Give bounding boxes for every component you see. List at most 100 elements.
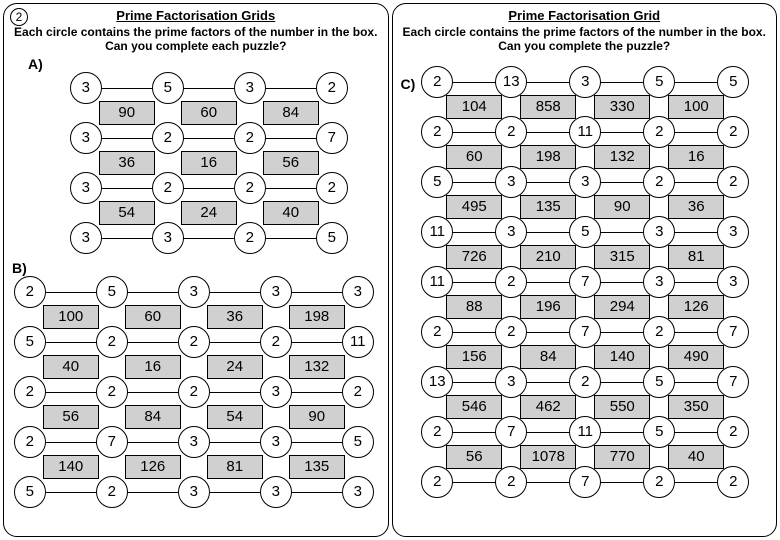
left-title: Prime Factorisation Grids [10,8,382,23]
factor-circle: 11 [342,326,374,358]
product-box: 135 [520,195,576,219]
product-box: 16 [125,355,181,379]
factor-circle: 3 [260,476,292,508]
product-box: 36 [207,305,263,329]
product-box: 140 [43,455,99,479]
product-box: 81 [207,455,263,479]
factor-circle: 7 [96,426,128,458]
factor-circle: 7 [717,316,749,348]
product-box: 84 [263,101,319,125]
factor-circle: 5 [316,222,348,254]
factor-circle: 3 [569,66,601,98]
product-box: 16 [668,145,724,169]
product-box: 1078 [520,445,576,469]
product-box: 156 [446,345,502,369]
factor-circle: 3 [717,266,749,298]
factor-circle: 2 [717,116,749,148]
factor-circle: 2 [96,476,128,508]
product-box: 315 [594,245,650,269]
product-box: 60 [181,101,237,125]
factor-circle: 2 [717,416,749,448]
factor-circle: 3 [70,222,102,254]
factor-circle: 2 [96,326,128,358]
product-box: 54 [207,405,263,429]
product-box: 24 [207,355,263,379]
product-box: 90 [594,195,650,219]
product-box: 550 [594,395,650,419]
product-box: 495 [446,195,502,219]
product-box: 196 [520,295,576,319]
left-subtitle1: Each circle contains the prime factors o… [10,25,382,39]
factor-circle: 5 [643,366,675,398]
factor-circle: 2 [14,376,46,408]
label-c: C) [401,76,416,92]
factor-circle: 2 [14,276,46,308]
factor-circle: 3 [495,166,527,198]
factor-circle: 2 [495,316,527,348]
factor-circle: 3 [70,72,102,104]
product-box: 88 [446,295,502,319]
factor-circle: 3 [178,426,210,458]
product-box: 104 [446,95,502,119]
factor-circle: 2 [495,466,527,498]
factor-circle: 3 [178,276,210,308]
factor-circle: 7 [717,366,749,398]
factor-circle: 5 [152,72,184,104]
factor-circle: 2 [234,122,266,154]
factor-circle: 11 [569,416,601,448]
product-box: 126 [125,455,181,479]
product-box: 40 [43,355,99,379]
product-box: 490 [668,345,724,369]
factor-circle: 2 [495,116,527,148]
left-subtitle2: Can you complete each puzzle? [10,39,382,53]
product-box: 198 [520,145,576,169]
product-box: 198 [289,305,345,329]
factor-circle: 2 [421,316,453,348]
product-box: 84 [520,345,576,369]
product-box: 132 [289,355,345,379]
product-box: 726 [446,245,502,269]
factor-circle: 2 [643,316,675,348]
factor-circle: 5 [643,66,675,98]
factor-circle: 2 [643,116,675,148]
product-box: 770 [594,445,650,469]
factor-circle: 2 [495,266,527,298]
factor-circle: 3 [495,366,527,398]
right-title: Prime Factorisation Grid [399,8,771,23]
product-box: 36 [668,195,724,219]
product-box: 330 [594,95,650,119]
factor-circle: 2 [569,366,601,398]
factor-circle: 2 [152,172,184,204]
factor-circle: 2 [260,326,292,358]
product-box: 546 [446,395,502,419]
right-subtitle1: Each circle contains the prime factors o… [399,25,771,39]
factor-circle: 2 [178,326,210,358]
product-box: 858 [520,95,576,119]
factor-circle: 2 [234,172,266,204]
grid-b: 1006036198401624132568454901401268113525… [14,276,378,512]
product-box: 294 [594,295,650,319]
factor-circle: 5 [14,476,46,508]
factor-circle: 2 [152,122,184,154]
product-box: 54 [99,201,155,225]
factor-circle: 3 [260,276,292,308]
product-box: 100 [43,305,99,329]
product-box: 60 [125,305,181,329]
factor-circle: 5 [96,276,128,308]
product-box: 350 [668,395,724,419]
factor-circle: 3 [178,476,210,508]
factor-circle: 2 [178,376,210,408]
factor-circle: 7 [495,416,527,448]
factor-circle: 3 [342,476,374,508]
factor-circle: 3 [569,166,601,198]
factor-circle: 2 [421,466,453,498]
factor-circle: 3 [234,72,266,104]
factor-circle: 2 [643,166,675,198]
factor-circle: 11 [421,266,453,298]
right-panel: Prime Factorisation Grid Each circle con… [392,3,778,537]
factor-circle: 5 [342,426,374,458]
factor-circle: 5 [421,166,453,198]
product-box: 462 [520,395,576,419]
factor-circle: 3 [495,216,527,248]
grid-a: 9060843616565424403532322732223325 [40,72,352,258]
